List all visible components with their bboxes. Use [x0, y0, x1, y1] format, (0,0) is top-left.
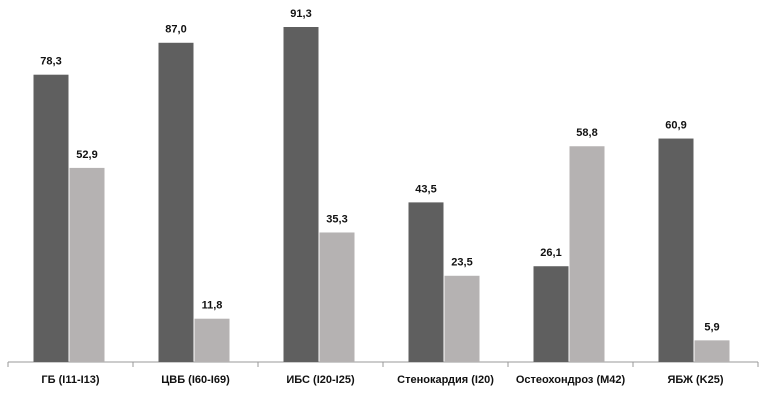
bar	[444, 275, 480, 362]
bar	[569, 146, 605, 362]
value-label: 5,9	[704, 321, 719, 333]
value-label: 23,5	[451, 257, 472, 269]
value-label: 43,5	[415, 183, 436, 195]
bar	[408, 202, 444, 362]
x-tick-label: Остеохондроз (M42)	[516, 374, 626, 386]
value-label: 91,3	[290, 8, 311, 20]
bar	[533, 266, 569, 362]
value-label: 35,3	[326, 213, 347, 225]
bar	[158, 42, 194, 363]
value-label: 87,0	[165, 24, 186, 36]
x-tick-label: Стенокардия (I20)	[397, 374, 494, 386]
x-tick-label: ГБ (I11-I13)	[41, 374, 100, 386]
value-label: 60,9	[665, 119, 686, 131]
value-label: 78,3	[40, 56, 61, 68]
value-label: 26,1	[540, 247, 561, 259]
bar	[694, 340, 730, 362]
value-label: 11,8	[202, 300, 223, 312]
bar	[319, 232, 355, 362]
bar	[283, 27, 319, 362]
bar	[33, 74, 69, 362]
value-label: 52,9	[76, 149, 97, 161]
x-tick-label: ЯБЖ (K25)	[667, 374, 723, 386]
bar	[69, 167, 105, 362]
value-label: 58,8	[576, 127, 597, 139]
x-tick-label: ИБС (I20-I25)	[286, 374, 355, 386]
bar	[658, 138, 694, 362]
x-tick-label: ЦВБ (I60-I69)	[161, 374, 230, 386]
bar	[194, 318, 230, 362]
